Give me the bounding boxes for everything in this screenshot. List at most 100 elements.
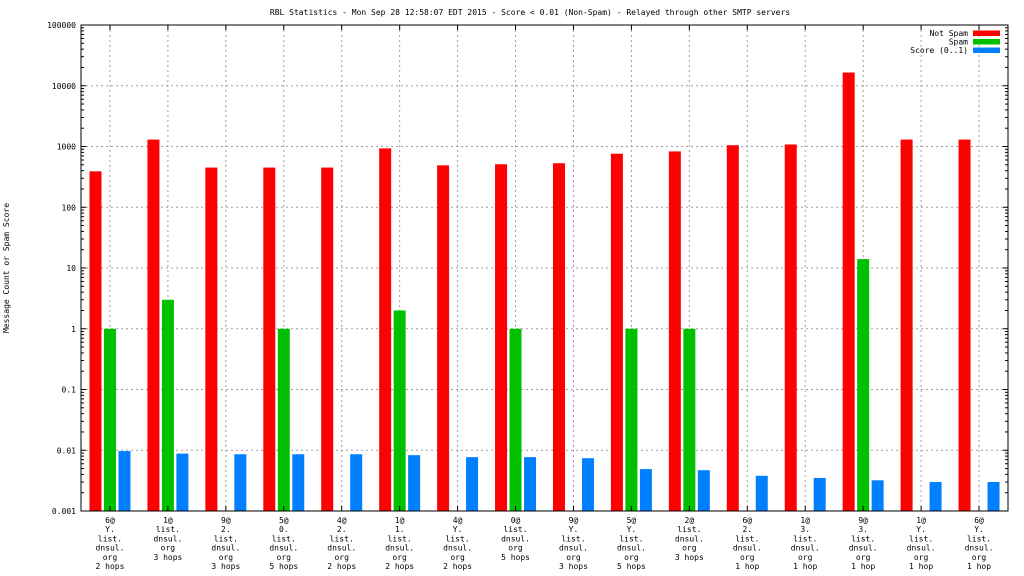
x-tick-label-line: Y. <box>105 525 115 534</box>
bar-spam <box>857 259 870 511</box>
x-tick-label-line: 1@ <box>800 516 810 525</box>
x-tick-label-line: 1@ <box>395 516 405 525</box>
x-tick-label-line: list. <box>503 525 527 534</box>
x-tick-label-line: list. <box>330 534 354 543</box>
x-tick-label-line: 4@ <box>453 516 463 525</box>
x-tick-label-line: list. <box>214 534 238 543</box>
x-tick-label-line: 1 hop <box>735 562 759 571</box>
x-tick-label-line: 5@ <box>279 516 289 525</box>
bar-not-spam <box>610 153 623 511</box>
y-tick-label: 100 <box>62 203 77 212</box>
x-tick-label-line: org <box>103 553 118 562</box>
x-tick-label-line: dnsul. <box>501 534 530 543</box>
x-tick-label-line: list. <box>156 525 180 534</box>
x-tick-label-line: 9@ <box>221 516 231 525</box>
x-tick-label-line: dnsul. <box>675 534 704 543</box>
x-tick-label-line: list. <box>967 534 991 543</box>
x-tick-label: 9@ 3. list. dnsul. org 1 hop <box>849 516 878 571</box>
x-tick-label: 6@ Y. list. dnsul. org 1 hop <box>965 516 994 571</box>
y-tick-label: 0.01 <box>57 446 76 455</box>
x-tick-label: 2@ list. dnsul. org 3 hops <box>675 516 704 562</box>
x-tick-label-line: Y. <box>627 525 637 534</box>
bar-score-0-1 <box>118 451 131 511</box>
y-tick-label: 1000 <box>57 143 76 152</box>
x-tick-label-line: org <box>277 553 292 562</box>
x-tick-label-line: 2 hops <box>443 562 472 571</box>
x-tick-label-line: list. <box>851 534 875 543</box>
ticks <box>81 24 1008 512</box>
x-tick-label-line: org <box>914 553 929 562</box>
x-tick-label-line: dnsul. <box>559 544 588 553</box>
bar-spam <box>393 310 406 511</box>
x-tick-label-line: list. <box>446 534 470 543</box>
bar-not-spam <box>900 139 913 511</box>
x-tick-label-line: list. <box>388 534 412 543</box>
bar-not-spam <box>89 171 102 511</box>
x-tick-label-line: Y. <box>974 525 984 534</box>
y-tick-label: 0.001 <box>52 507 76 516</box>
x-tick-label: 9@ 2. list. dnsul. org 3 hops <box>211 516 240 571</box>
x-tick-label-line: 1 hop <box>851 562 875 571</box>
x-tick-label-line: 1 hop <box>967 562 991 571</box>
x-tick-label-line: 2@ <box>685 516 695 525</box>
x-tick-label-line: 4@ <box>337 516 347 525</box>
bar-not-spam <box>263 167 276 512</box>
x-tick-label-line: org <box>856 553 871 562</box>
x-tick-label-line: 2 hops <box>385 562 414 571</box>
y-tick-label: 10000 <box>52 82 76 91</box>
bar-spam <box>277 328 290 511</box>
x-tick-label-line: 6@ <box>974 516 984 525</box>
x-tick-label-line: 3 hops <box>153 553 182 562</box>
bar-not-spam <box>495 164 508 511</box>
x-tick-label-line: 9@ <box>858 516 868 525</box>
x-tick-label-line: 1@ <box>916 516 926 525</box>
bar-score-0-1 <box>697 470 710 511</box>
bar-score-0-1 <box>987 482 1000 511</box>
x-tick-label: 1@ Y. list. dnsul. org 1 hop <box>907 516 936 571</box>
x-tick-label-line: 1@ <box>163 516 173 525</box>
bar-not-spam <box>379 148 392 511</box>
bar-score-0-1 <box>813 477 826 511</box>
x-tick-label: 4@ Y. list. dnsul. org 2 hops <box>443 516 472 571</box>
x-tick-label-line: 6@ <box>742 516 752 525</box>
x-tick-label-line: list. <box>677 525 701 534</box>
bar-spam <box>509 328 522 511</box>
x-tick-label-line: dnsul. <box>849 544 878 553</box>
x-tick-label-line: Y. <box>916 525 926 534</box>
bar-not-spam <box>321 167 334 512</box>
x-tick-label-line: list. <box>735 534 759 543</box>
x-tick-label-line: org <box>392 553 407 562</box>
bar-not-spam <box>437 165 450 511</box>
x-tick-label-line: 2. <box>221 525 231 534</box>
x-tick-label-line: org <box>798 553 813 562</box>
x-tick-label-line: 2. <box>337 525 347 534</box>
x-tick-label-line: list. <box>793 534 817 543</box>
x-tick-label-line: 0@ <box>511 516 521 525</box>
x-tick-label: 0@ list. dnsul. org 5 hops <box>501 516 530 562</box>
legend-label: Not Spam <box>929 29 968 38</box>
x-tick-label-line: org <box>508 544 523 553</box>
bar-not-spam <box>205 167 218 512</box>
x-tick-label-line: org <box>740 553 755 562</box>
bar-score-0-1 <box>871 480 884 511</box>
bar-score-0-1 <box>292 454 305 511</box>
bar-not-spam <box>726 145 739 511</box>
x-tick-label-line: dnsul. <box>96 544 125 553</box>
x-tick-label-line: list. <box>98 534 122 543</box>
x-tick-label: 5@ Y. list. dnsul. org 5 hops <box>617 516 646 571</box>
x-tick-label-line: list. <box>272 534 296 543</box>
x-tick-label-line: 2 hops <box>96 562 125 571</box>
bar-score-0-1 <box>755 475 768 511</box>
chart-title: RBL Statistics - Mon Sep 28 12:58:07 EDT… <box>270 8 790 17</box>
bar-spam <box>683 328 696 511</box>
y-tick-label: 0.1 <box>62 386 77 395</box>
x-tick-label-line: dnsul. <box>269 544 298 553</box>
y-tick-label: 1 <box>71 325 76 334</box>
x-tick-label-line: org <box>972 553 987 562</box>
bar-not-spam <box>842 72 855 512</box>
x-tick-label-line: org <box>219 553 234 562</box>
x-tick-label-line: dnsul. <box>211 544 240 553</box>
x-tick-label-line: Y. <box>569 525 579 534</box>
